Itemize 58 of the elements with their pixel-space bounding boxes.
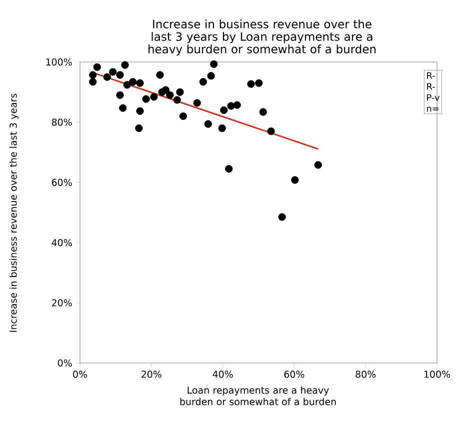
- point: [119, 104, 127, 112]
- point: [207, 72, 215, 80]
- annotation: R-: [427, 83, 435, 90]
- point: [259, 108, 267, 116]
- x-tick-label: 0%: [73, 370, 88, 378]
- point: [173, 96, 181, 104]
- point: [193, 99, 201, 107]
- annotation: P-v: [427, 94, 440, 101]
- y-axis-title: Increase in business revenue over the last 3 years: [9, 94, 19, 332]
- x-tick-label: 100%: [424, 370, 450, 378]
- point: [109, 68, 117, 76]
- point: [116, 91, 124, 99]
- point: [227, 102, 235, 110]
- x-axis-title: Loan repayments are a heavy burden or somewhat of a burden: [180, 386, 336, 406]
- x-tick-label: 80%: [356, 370, 376, 378]
- x-tick-label: 20%: [142, 370, 162, 378]
- point: [166, 91, 174, 99]
- point: [123, 81, 131, 89]
- point: [176, 88, 184, 96]
- point: [247, 80, 255, 88]
- point: [150, 93, 158, 101]
- point: [179, 112, 187, 120]
- point: [142, 95, 150, 103]
- annotation: n=: [427, 106, 439, 112]
- y-tick-label: 20%: [52, 299, 72, 306]
- point: [103, 73, 111, 81]
- point: [136, 79, 144, 87]
- point: [129, 78, 137, 86]
- point: [210, 60, 218, 68]
- y-tick-label: 40%: [52, 239, 72, 246]
- point: [162, 86, 170, 94]
- point: [278, 213, 286, 221]
- y-tick-label: 0%: [58, 359, 72, 367]
- point: [204, 120, 212, 128]
- y-tick-label: 80%: [52, 118, 72, 126]
- point: [93, 63, 101, 71]
- x-tick-label: 40%: [212, 370, 233, 378]
- y-tick-label: 100%: [46, 58, 72, 66]
- point: [220, 106, 228, 114]
- point: [121, 61, 129, 69]
- chart-title: Increase in business revenue over the last 3 years by Loan repayments are a heavy burden or somewhat of a burden: [148, 20, 376, 56]
- point: [255, 79, 263, 87]
- annotation: R-: [427, 72, 435, 79]
- point: [291, 176, 299, 184]
- point: [135, 124, 143, 132]
- point: [89, 71, 97, 79]
- point: [199, 78, 207, 86]
- point: [225, 165, 233, 173]
- x-tick-label: 60%: [284, 370, 304, 378]
- point: [314, 161, 322, 169]
- point: [116, 71, 124, 79]
- point: [267, 127, 275, 136]
- point: [156, 71, 164, 79]
- point: [218, 124, 226, 132]
- point: [233, 101, 241, 109]
- point: [136, 107, 144, 115]
- y-tick-label: 60%: [52, 178, 72, 186]
- point: [89, 78, 97, 86]
